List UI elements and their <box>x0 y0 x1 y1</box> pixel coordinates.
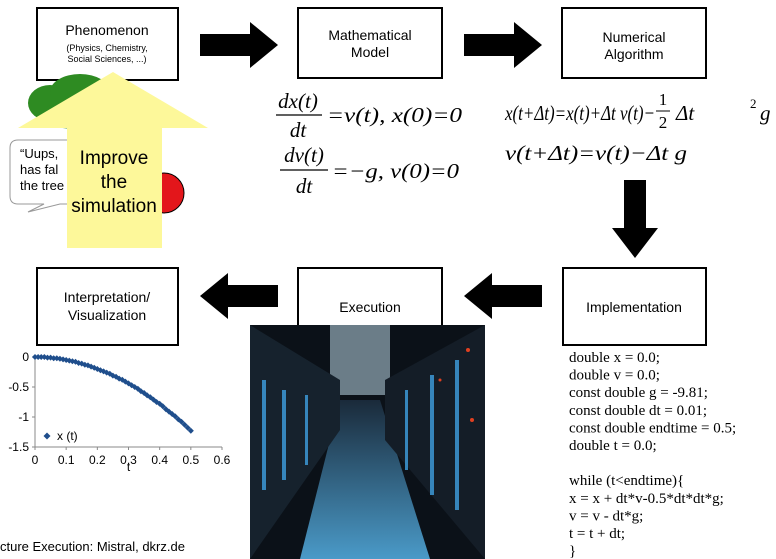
box-label: Interpretation/ <box>64 289 150 305</box>
model-equations: dx(t) dt =v(t), x(0)=0 dv(t) dt =−g, v(0… <box>276 89 463 198</box>
y-tick-label: -1.5 <box>8 440 29 454</box>
arrow <box>200 22 278 68</box>
code-line: double v = 0.0; <box>569 368 660 384</box>
server-photo <box>250 325 485 559</box>
x-tick-label: 0.6 <box>214 453 231 467</box>
eq-part: g <box>760 101 771 125</box>
code-line: while (t<endtime){ <box>569 473 684 489</box>
code-line: const double g = -9.81; <box>569 385 708 401</box>
box-label: Numerical <box>602 29 665 45</box>
caption: cture Execution: Mistral, dkrz.de <box>0 539 185 554</box>
x-tick-label: 0.2 <box>89 453 106 467</box>
arrow <box>612 180 658 258</box>
bubble-text: “Uups, <box>20 146 58 161</box>
improve-text: Improve <box>80 148 149 169</box>
code-block: double x = 0.0;double v = 0.0;const doub… <box>569 350 736 559</box>
box-sublabel: Social Sciences, ...) <box>67 54 146 64</box>
box-label: Visualization <box>68 307 146 323</box>
box-label: Model <box>351 44 389 60</box>
eq-rest: =v(t), x(0)=0 <box>327 103 463 127</box>
bubble-text: has fal <box>20 162 58 177</box>
code-line: double t = 0.0; <box>569 438 657 454</box>
code-line: const double dt = 0.01; <box>569 403 707 419</box>
legend-label: x (t) <box>57 429 78 443</box>
y-tick-label: 0 <box>22 350 29 364</box>
eq-num: dv(t) <box>284 143 324 167</box>
x-tick-label: 0.4 <box>151 453 168 467</box>
improve-text: the <box>101 172 127 193</box>
eq-den: 2 <box>659 113 668 132</box>
eq-den: dt <box>290 118 308 142</box>
eq-sup: 2 <box>750 96 757 111</box>
arrow <box>464 273 542 319</box>
code-line: x = x + dt*v-0.5*dt*dt*g; <box>569 491 724 507</box>
model-box <box>298 8 442 78</box>
arrow <box>464 22 542 68</box>
box-label: Mathematical <box>328 27 411 43</box>
eq-line: v(t+Δt)=v(t)−Δt g <box>505 141 687 165</box>
x-tick-label: 0.5 <box>182 453 199 467</box>
box-label: Implementation <box>586 299 682 315</box>
algorithm-equations: x(t+Δt)=x(t)+Δt v(t)− 1 2 Δt 2 g v(t+Δt)… <box>504 90 770 165</box>
code-line: const double endtime = 0.5; <box>569 420 736 436</box>
eq-part: Δt <box>675 101 695 125</box>
code-line: double x = 0.0; <box>569 350 660 366</box>
page: Phenomenon (Physics, Chemistry, Social S… <box>0 0 776 559</box>
legend-marker <box>44 433 51 440</box>
bubble-text: the tree <box>20 178 64 193</box>
eq-num: dx(t) <box>278 89 318 113</box>
code-line: t = t + dt; <box>569 526 625 542</box>
box-sublabel: (Physics, Chemistry, <box>66 43 147 53</box>
x-tick-label: 0 <box>32 453 39 467</box>
improve-text: simulation <box>71 196 157 217</box>
eq-den: dt <box>296 174 314 198</box>
eq-num: 1 <box>659 90 668 109</box>
box-label: Execution <box>339 299 400 315</box>
eq-part: x(t+Δt)=x(t)+Δt v(t)− <box>504 101 655 125</box>
code-line: v = v - dt*g; <box>569 508 643 524</box>
code-line: } <box>569 544 576 559</box>
box-label: Phenomenon <box>65 22 148 38</box>
x-tick-label: 0.1 <box>58 453 75 467</box>
arrow <box>200 273 278 319</box>
y-tick-label: -1 <box>18 410 29 424</box>
box-label: Algorithm <box>604 46 663 62</box>
y-tick-label: -0.5 <box>8 380 29 394</box>
eq-rest: =−g, v(0)=0 <box>332 159 460 183</box>
